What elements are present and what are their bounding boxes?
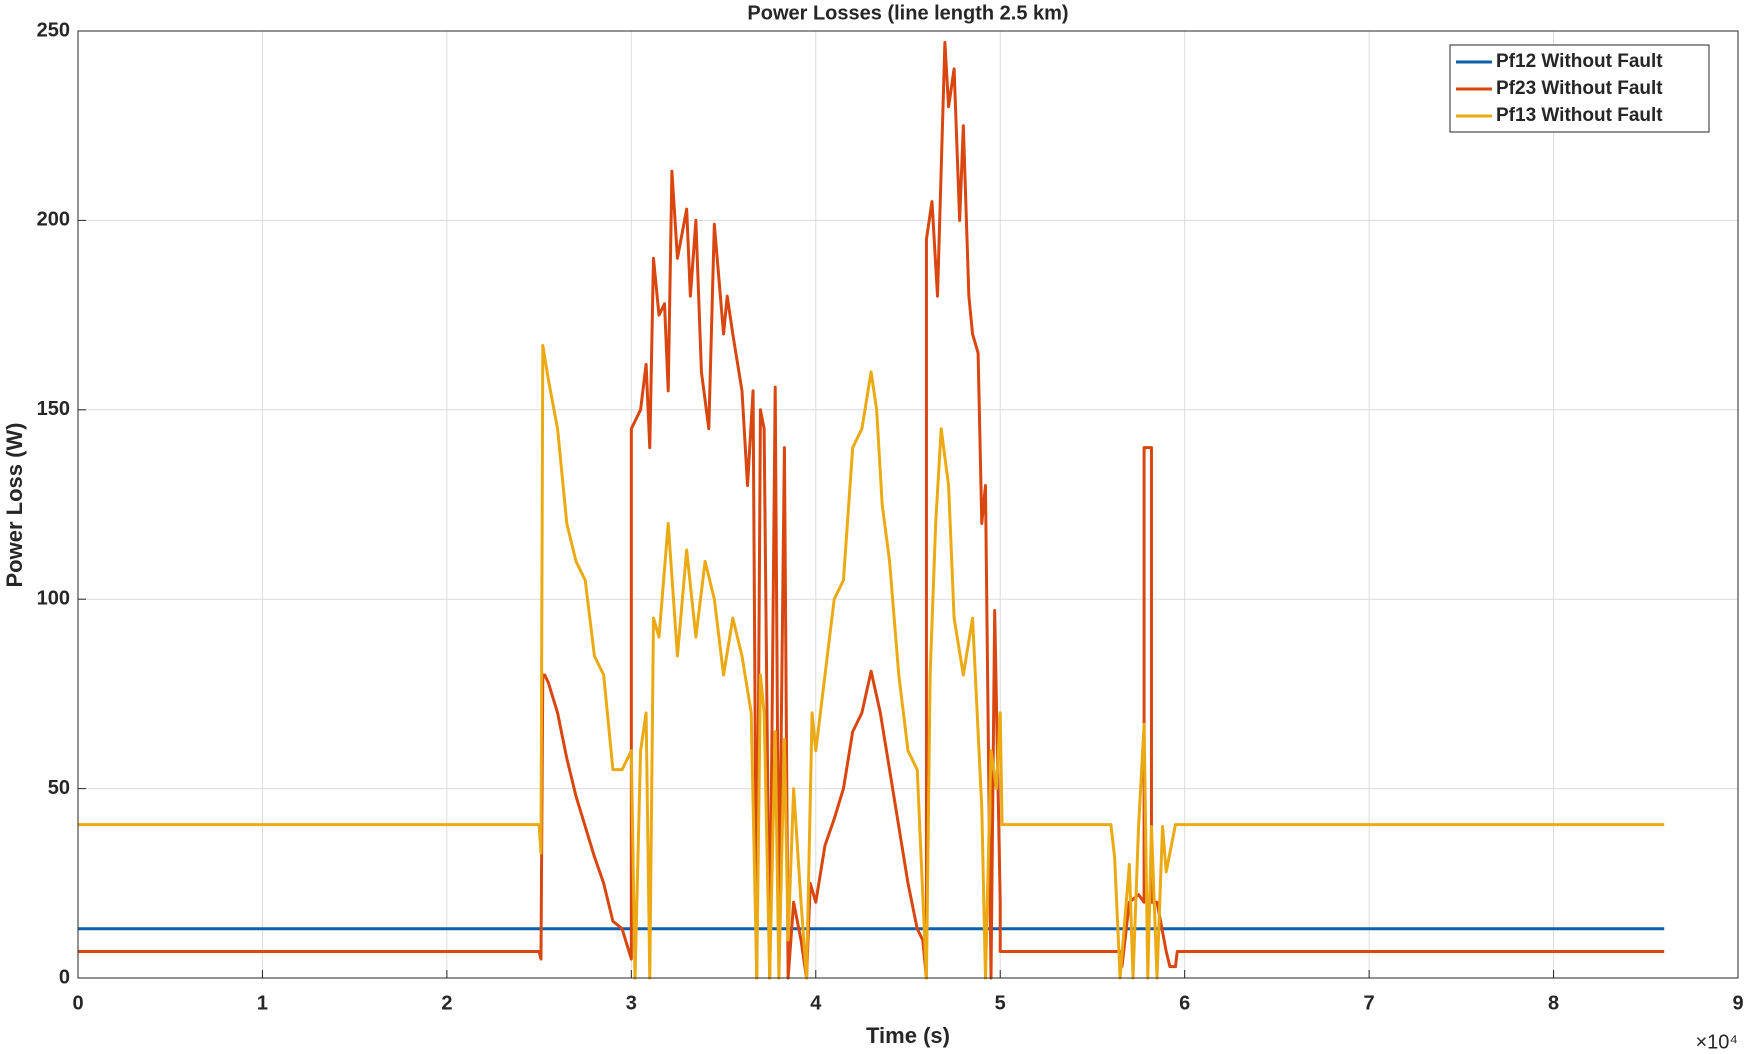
legend-label: Pf12 Without Fault — [1496, 51, 1663, 72]
x-axis-label: Time (s) — [866, 1023, 950, 1048]
legend: Pf12 Without Fault Pf23 Without Fault Pf13… — [1449, 44, 1710, 133]
x-tick-label: 8 — [1548, 992, 1559, 1014]
x-tick-label: 2 — [441, 992, 452, 1014]
x-tick-label: 5 — [995, 992, 1006, 1014]
legend-label: Pf13 Without Fault — [1496, 105, 1663, 126]
y-tick-label: 0 — [59, 966, 70, 988]
y-tick-label: 50 — [48, 777, 70, 799]
x-tick-label: 3 — [626, 992, 637, 1014]
legend-box — [1449, 44, 1710, 133]
legend-label: Pf23 Without Fault — [1496, 78, 1663, 99]
y-tick-label: 150 — [37, 398, 70, 420]
line-series — [78, 343, 1665, 980]
x-tick-label: 1 — [257, 992, 268, 1014]
y-tick-label: 250 — [37, 19, 70, 41]
chart-title: Power Losses (line length 2.5 km) — [747, 2, 1068, 24]
x-tick-label: 7 — [1364, 992, 1375, 1014]
x-tick-label: 4 — [810, 992, 822, 1014]
y-tick-label: 100 — [37, 587, 70, 609]
x-tick-label: 0 — [72, 992, 83, 1014]
axes-frame — [77, 30, 1739, 979]
x-multiplier: ×10⁴ — [1695, 1031, 1738, 1053]
y-tick-label: 200 — [37, 209, 70, 231]
x-tick-label: 9 — [1732, 992, 1743, 1014]
plot-area — [78, 31, 1738, 978]
y-axis-label: Power Loss (W) — [2, 422, 27, 587]
x-tick-label: 6 — [1179, 992, 1190, 1014]
